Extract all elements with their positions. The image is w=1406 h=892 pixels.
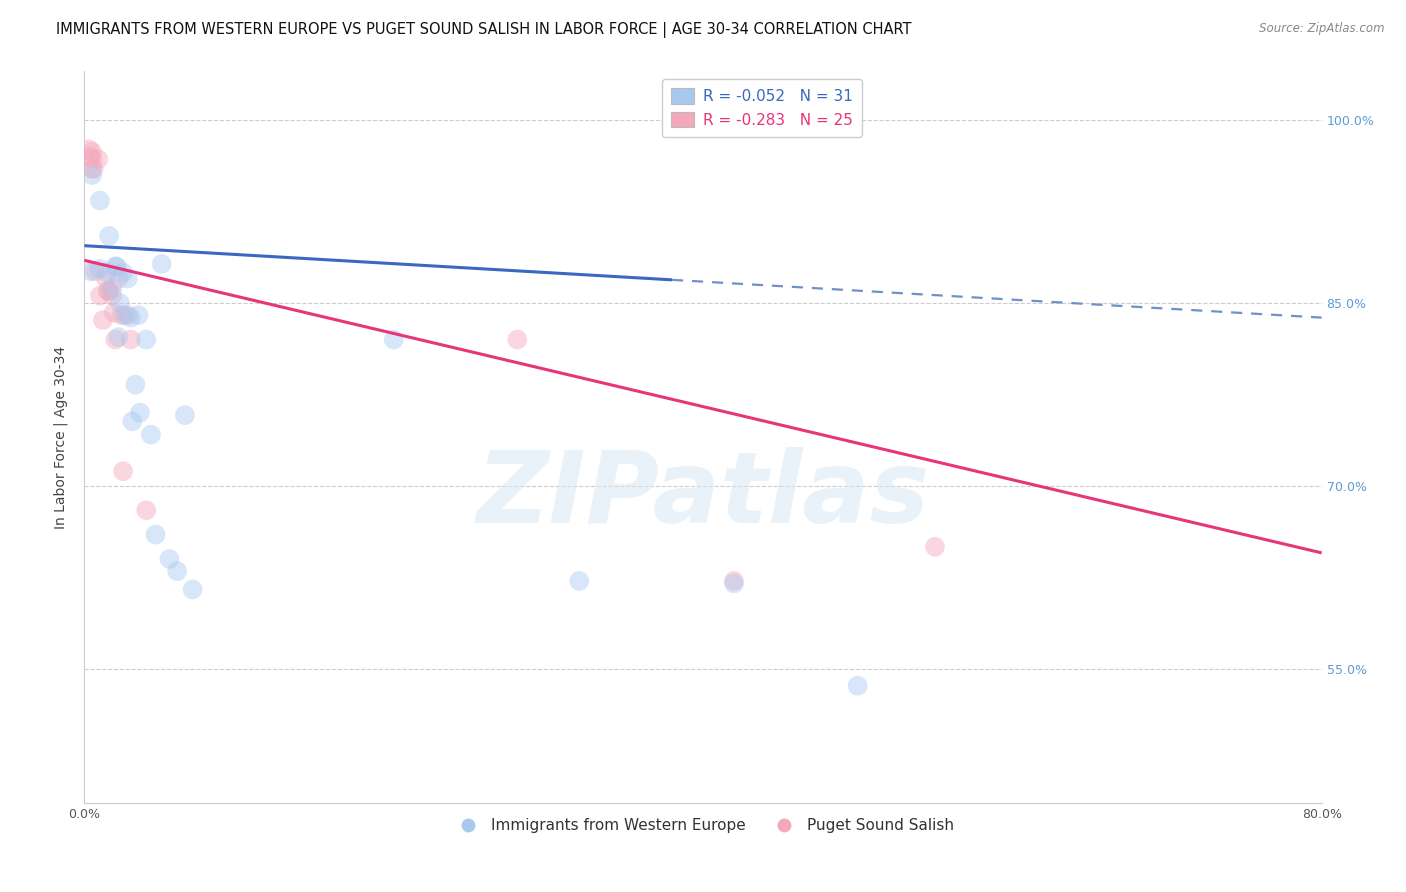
Point bbox=[568, 574, 591, 588]
Point bbox=[94, 271, 117, 285]
Point bbox=[105, 260, 128, 274]
Point bbox=[103, 306, 125, 320]
Point bbox=[150, 257, 173, 271]
Point bbox=[107, 271, 129, 285]
Point bbox=[723, 574, 745, 588]
Point bbox=[159, 552, 180, 566]
Point bbox=[135, 333, 157, 347]
Point bbox=[181, 582, 204, 597]
Point bbox=[89, 261, 111, 276]
Y-axis label: In Labor Force | Age 30-34: In Labor Force | Age 30-34 bbox=[53, 345, 69, 529]
Point bbox=[84, 264, 107, 278]
Point bbox=[89, 288, 111, 302]
Point bbox=[82, 168, 104, 182]
Point bbox=[82, 161, 104, 176]
Point bbox=[145, 527, 167, 541]
Point bbox=[117, 308, 139, 322]
Point bbox=[87, 152, 110, 166]
Point bbox=[101, 281, 124, 295]
Point bbox=[107, 330, 129, 344]
Point bbox=[91, 313, 114, 327]
Point bbox=[382, 333, 405, 347]
Point bbox=[112, 265, 135, 279]
Point bbox=[104, 333, 127, 347]
Point bbox=[139, 427, 162, 442]
Point bbox=[98, 284, 121, 298]
Point bbox=[924, 540, 946, 554]
Point bbox=[77, 142, 100, 156]
Point bbox=[506, 333, 529, 347]
Point bbox=[135, 503, 157, 517]
Point bbox=[723, 576, 745, 591]
Point bbox=[127, 308, 149, 322]
Point bbox=[120, 310, 142, 325]
Text: IMMIGRANTS FROM WESTERN EUROPE VS PUGET SOUND SALISH IN LABOR FORCE | AGE 30-34 : IMMIGRANTS FROM WESTERN EUROPE VS PUGET … bbox=[56, 22, 911, 38]
Legend: Immigrants from Western Europe, Puget Sound Salish: Immigrants from Western Europe, Puget So… bbox=[446, 812, 960, 839]
Point bbox=[166, 564, 188, 578]
Point bbox=[846, 679, 869, 693]
Point bbox=[120, 333, 142, 347]
Point bbox=[114, 308, 136, 322]
Text: Source: ZipAtlas.com: Source: ZipAtlas.com bbox=[1260, 22, 1385, 36]
Point bbox=[117, 271, 139, 285]
Point bbox=[79, 264, 101, 278]
Point bbox=[98, 228, 121, 243]
Point bbox=[96, 265, 118, 279]
Point bbox=[89, 194, 111, 208]
Point bbox=[110, 308, 132, 322]
Point bbox=[83, 161, 105, 176]
Point bbox=[124, 377, 146, 392]
Point bbox=[112, 464, 135, 478]
Text: ZIPatlas: ZIPatlas bbox=[477, 447, 929, 544]
Point bbox=[82, 152, 104, 166]
Point bbox=[104, 260, 127, 274]
Point bbox=[79, 150, 101, 164]
Point bbox=[174, 408, 197, 422]
Point bbox=[82, 145, 104, 159]
Point bbox=[96, 284, 118, 298]
Point bbox=[101, 288, 124, 302]
Point bbox=[121, 414, 143, 428]
Point bbox=[129, 406, 152, 420]
Point bbox=[108, 296, 131, 310]
